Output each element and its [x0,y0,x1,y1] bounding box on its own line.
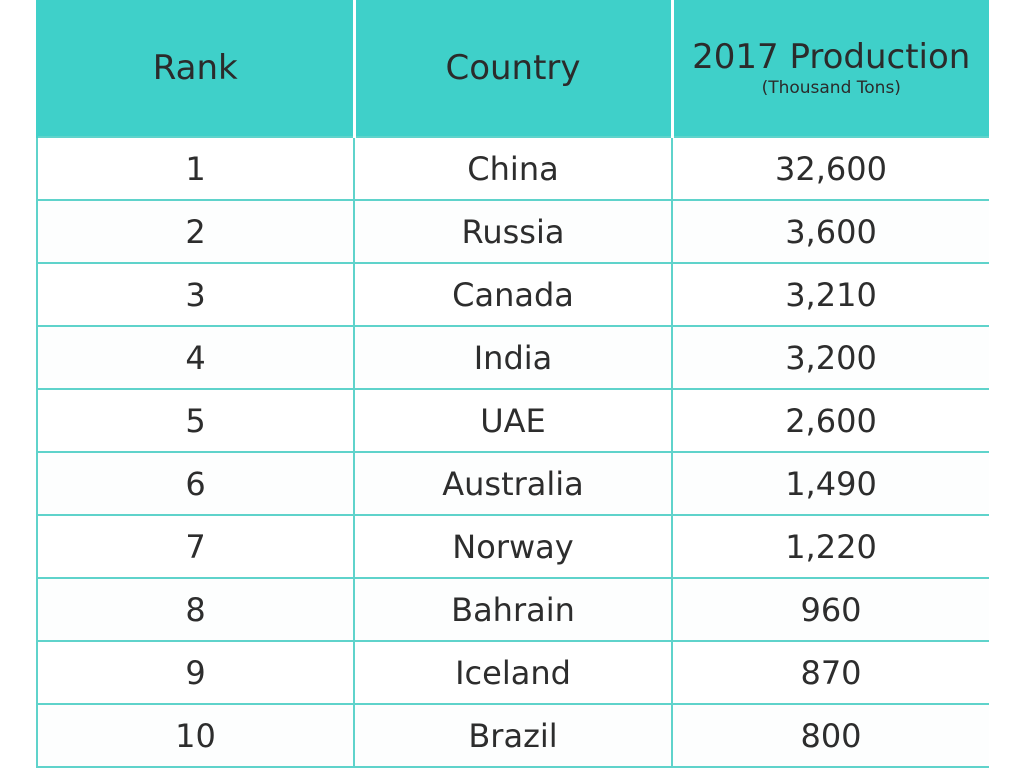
table-row: 5 UAE 2,600 [36,388,989,453]
production-cell: 1,490 [671,451,989,516]
table-body: 1 China 32,600 2 Russia 3,600 3 Canada 3… [36,136,989,768]
production-unit-label: (Thousand Tons) [761,78,901,98]
production-header-label: 2017 Production [692,37,971,77]
production-column-header: 2017 Production (Thousand Tons) [670,0,989,137]
country-cell: China [353,136,673,201]
country-cell: Bahrain [353,577,673,642]
table-row: 8 Bahrain 960 [36,577,989,642]
table-row: 6 Australia 1,490 [36,451,989,516]
production-cell: 2,600 [671,388,989,453]
rank-cell: 7 [36,514,355,579]
production-cell: 3,200 [671,325,989,390]
table-row: 7 Norway 1,220 [36,514,989,579]
production-table: Rank Country 2017 Production (Thousand T… [36,0,989,768]
country-cell: Australia [353,451,673,516]
country-cell: UAE [353,388,673,453]
production-cell: 1,220 [671,514,989,579]
table-row: 4 India 3,200 [36,325,989,390]
country-cell: Norway [353,514,673,579]
rank-cell: 3 [36,262,355,327]
table-row: 2 Russia 3,600 [36,199,989,264]
rank-cell: 6 [36,451,355,516]
rank-cell: 8 [36,577,355,642]
production-cell: 800 [671,703,989,768]
rank-header-label: Rank [152,48,238,88]
table-row: 3 Canada 3,210 [36,262,989,327]
rank-cell: 10 [36,703,355,768]
production-cell: 3,210 [671,262,989,327]
rank-cell: 4 [36,325,355,390]
rank-column-header: Rank [36,0,356,137]
production-cell: 960 [671,577,989,642]
table-row: 9 Iceland 870 [36,640,989,705]
country-cell: Russia [353,199,673,264]
production-cell: 3,600 [671,199,989,264]
country-column-header: Country [352,0,674,137]
rank-cell: 5 [36,388,355,453]
country-cell: India [353,325,673,390]
country-header-label: Country [445,48,581,88]
country-cell: Iceland [353,640,673,705]
production-cell: 870 [671,640,989,705]
country-cell: Brazil [353,703,673,768]
country-cell: Canada [353,262,673,327]
table-row: 1 China 32,600 [36,136,989,201]
rank-cell: 9 [36,640,355,705]
production-table-container: Rank Country 2017 Production (Thousand T… [36,0,989,768]
production-cell: 32,600 [671,136,989,201]
rank-cell: 1 [36,136,355,201]
table-header: Rank Country 2017 Production (Thousand T… [36,0,989,137]
header-row: Rank Country 2017 Production (Thousand T… [36,0,989,137]
table-row: 10 Brazil 800 [36,703,989,768]
rank-cell: 2 [36,199,355,264]
